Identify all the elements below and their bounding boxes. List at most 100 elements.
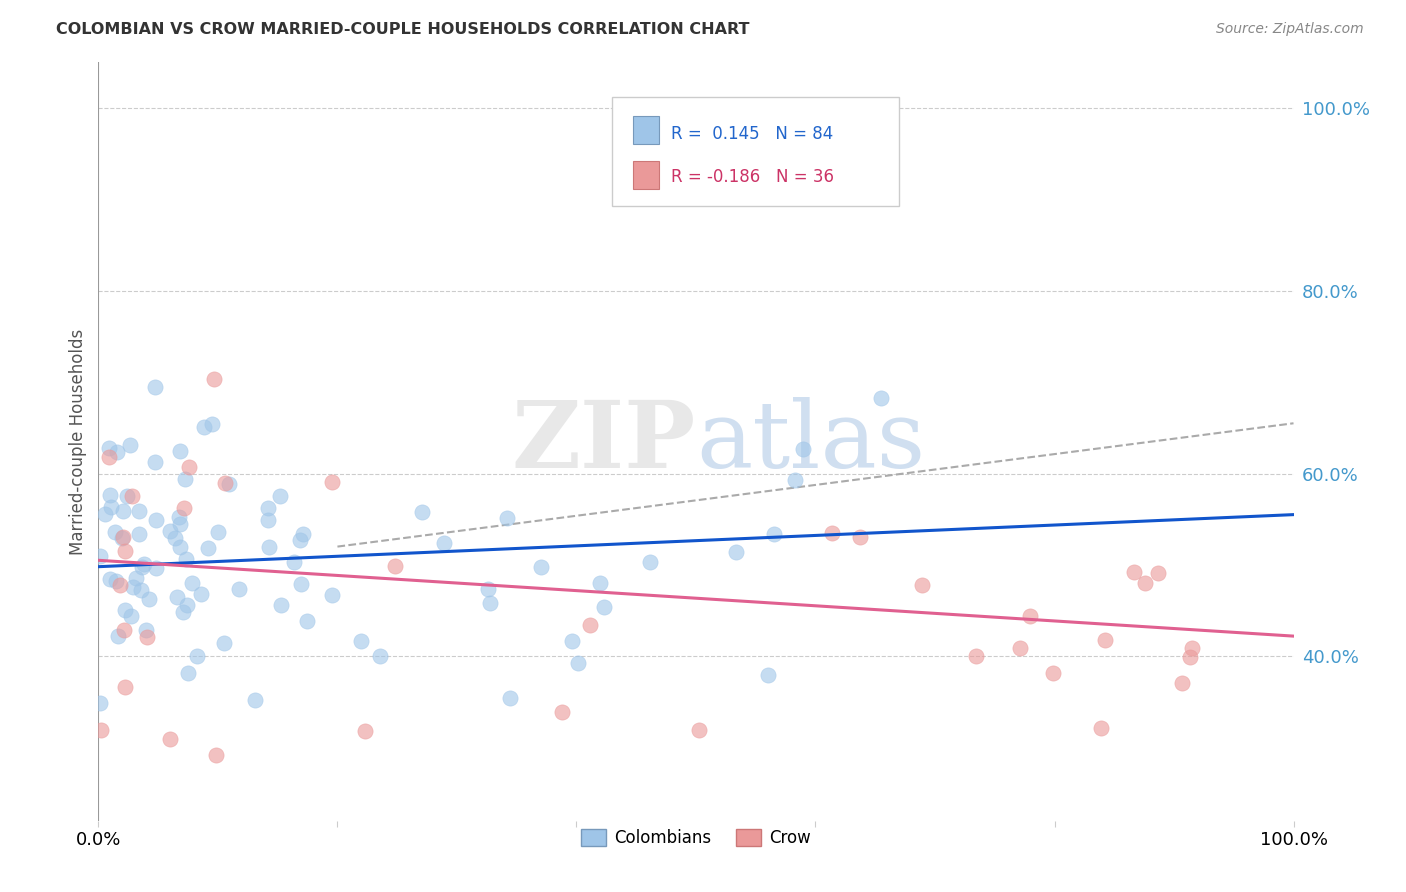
Point	[145, 561, 167, 575]
Point	[131, 560, 153, 574]
Point	[821, 525, 844, 540]
Point	[128, 504, 150, 518]
Point	[411, 505, 433, 519]
Point	[257, 541, 280, 555]
Text: R = -0.186   N = 36: R = -0.186 N = 36	[671, 168, 834, 186]
Point	[121, 580, 143, 594]
Point	[128, 527, 150, 541]
Point	[90, 723, 112, 737]
Point	[112, 624, 135, 638]
Point	[384, 558, 406, 573]
Point	[176, 666, 198, 681]
Point	[100, 572, 122, 586]
Legend: Colombians, Crow: Colombians, Crow	[574, 822, 818, 854]
Point	[269, 489, 291, 503]
Point	[550, 706, 572, 720]
Point	[270, 598, 292, 612]
Point	[1018, 608, 1040, 623]
Point	[89, 696, 111, 710]
Point	[368, 649, 391, 664]
Text: COLOMBIAN VS CROW MARRIED-COUPLE HOUSEHOLDS CORRELATION CHART: COLOMBIAN VS CROW MARRIED-COUPLE HOUSEHO…	[56, 22, 749, 37]
Bar	[633, 161, 659, 189]
Point	[129, 582, 152, 597]
Text: atlas: atlas	[696, 397, 925, 486]
Point	[159, 732, 181, 747]
Bar	[633, 116, 659, 145]
Point	[499, 691, 522, 706]
Point	[228, 582, 250, 596]
Point	[579, 617, 602, 632]
Point	[756, 668, 779, 682]
Point	[163, 531, 186, 545]
Point	[169, 510, 191, 524]
Point	[204, 748, 226, 763]
Point	[321, 475, 343, 490]
Point	[1135, 576, 1157, 591]
Point	[114, 680, 136, 694]
Point	[104, 574, 127, 588]
Point	[97, 441, 120, 455]
Point	[111, 531, 134, 545]
Point	[186, 649, 208, 664]
Point	[688, 723, 710, 737]
Point	[495, 511, 517, 525]
Point	[965, 649, 987, 664]
Point	[135, 623, 157, 637]
Point	[478, 596, 501, 610]
Point	[169, 540, 191, 554]
Point	[104, 524, 127, 539]
Point	[121, 489, 143, 503]
Point	[243, 693, 266, 707]
Point	[848, 530, 870, 544]
Point	[256, 512, 278, 526]
Point	[138, 592, 160, 607]
Point	[792, 442, 814, 457]
Point	[169, 516, 191, 531]
Point	[433, 536, 456, 550]
Point	[1122, 565, 1144, 579]
Point	[115, 489, 138, 503]
Point	[592, 599, 614, 614]
Point	[295, 615, 318, 629]
Point	[1008, 640, 1031, 655]
Text: R =  0.145   N = 84: R = 0.145 N = 84	[671, 125, 834, 143]
Point	[202, 372, 225, 386]
Point	[1181, 640, 1204, 655]
Point	[530, 560, 553, 574]
Point	[1147, 566, 1170, 581]
Point	[291, 527, 314, 541]
Point	[1042, 666, 1064, 681]
Point	[100, 500, 122, 515]
Point	[290, 577, 312, 591]
Point	[135, 630, 157, 644]
Point	[190, 587, 212, 601]
Point	[94, 507, 117, 521]
Point	[159, 524, 181, 539]
Point	[870, 391, 893, 405]
Point	[567, 657, 589, 671]
Point	[108, 578, 131, 592]
Point	[1094, 632, 1116, 647]
Point	[132, 557, 155, 571]
Point	[174, 472, 197, 486]
Point	[638, 555, 661, 569]
Point	[218, 477, 240, 491]
Point	[353, 723, 375, 738]
Point	[89, 549, 111, 564]
Point	[97, 450, 120, 464]
Point	[724, 545, 747, 559]
Point	[477, 582, 499, 596]
Point	[257, 500, 280, 515]
Point	[143, 380, 166, 394]
Point	[112, 504, 135, 518]
Y-axis label: Married-couple Households: Married-couple Households	[69, 328, 87, 555]
Point	[111, 530, 134, 544]
Point	[176, 599, 198, 613]
Point	[114, 544, 136, 558]
Point	[118, 438, 141, 452]
Point	[561, 633, 583, 648]
Point	[321, 588, 343, 602]
Point	[174, 552, 197, 566]
Point	[143, 455, 166, 469]
Point	[107, 629, 129, 643]
